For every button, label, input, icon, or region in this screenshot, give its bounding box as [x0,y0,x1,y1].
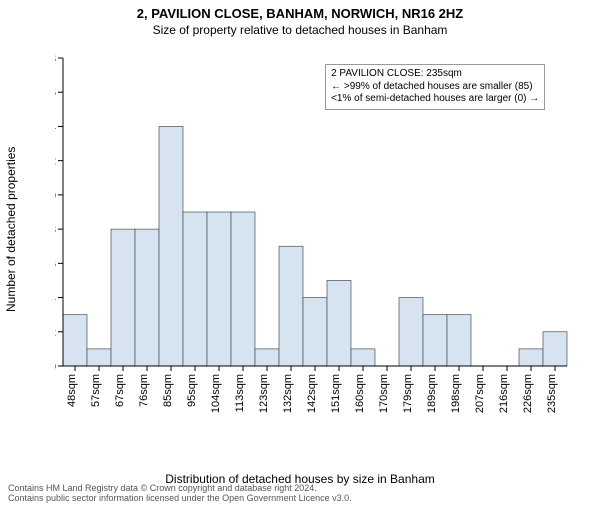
chart-container: 2, PAVILION CLOSE, BANHAM, NORWICH, NR16… [0,6,600,506]
bar [543,332,567,366]
bar [303,298,327,366]
bar [519,349,543,366]
footer-text: Contains HM Land Registry data © Crown c… [8,484,352,504]
annotation-box: 2 PAVILION CLOSE: 235sqm ← >99% of detac… [325,64,545,110]
bar [255,349,279,366]
bar [231,212,255,366]
y-tick-label: 8 [55,224,56,236]
y-tick-label: 10 [55,190,56,202]
chart-title: 2, PAVILION CLOSE, BANHAM, NORWICH, NR16… [0,6,600,21]
y-tick-label: 2 [55,327,56,339]
bar [423,315,447,366]
bar [399,298,423,366]
bar [207,212,231,366]
x-tick-label: 123sqm [258,374,270,413]
x-tick-label: 226sqm [522,374,534,413]
x-tick-label: 160sqm [354,374,366,413]
x-tick-label: 85sqm [162,374,174,407]
y-tick-label: 14 [55,121,56,133]
bar [327,280,351,366]
x-tick-label: 216sqm [498,374,510,413]
bar [159,126,183,366]
x-tick-label: 142sqm [306,374,318,413]
y-tick-label: 16 [55,87,56,99]
bar [447,315,471,366]
bar [135,229,159,366]
bar [87,349,111,366]
y-tick-label: 0 [55,361,56,373]
x-tick-label: 235sqm [546,374,558,413]
x-tick-label: 113sqm [234,374,246,412]
bar [183,212,207,366]
y-tick-label: 6 [55,258,56,270]
bar [111,229,135,366]
x-tick-label: 104sqm [210,374,222,413]
y-tick-label: 12 [55,156,56,168]
footer-line2: Contains public sector information licen… [8,494,352,504]
annotation-line2: ← >99% of detached houses are smaller (8… [331,81,539,94]
x-tick-label: 67sqm [114,374,126,407]
chart-subtitle: Size of property relative to detached ho… [0,23,600,37]
x-tick-label: 151sqm [330,374,342,413]
x-tick-label: 179sqm [402,374,414,413]
x-tick-label: 198sqm [450,374,462,413]
x-tick-label: 95sqm [186,374,198,407]
annotation-line3: <1% of semi-detached houses are larger (… [331,93,539,106]
y-tick-label: 4 [55,293,56,305]
x-tick-label: 48sqm [66,374,78,407]
x-tick-label: 170sqm [378,374,390,413]
x-tick-label: 76sqm [138,374,150,407]
bar [279,246,303,366]
y-tick-label: 18 [55,54,56,65]
annotation-line1: 2 PAVILION CLOSE: 235sqm [331,68,539,81]
x-tick-label: 57sqm [90,374,102,407]
bar [63,315,87,366]
x-tick-label: 207sqm [474,374,486,413]
x-tick-label: 132sqm [282,374,294,413]
y-axis-label: Number of detached properties [4,147,18,312]
bar [351,349,375,366]
x-tick-label: 189sqm [426,374,438,413]
